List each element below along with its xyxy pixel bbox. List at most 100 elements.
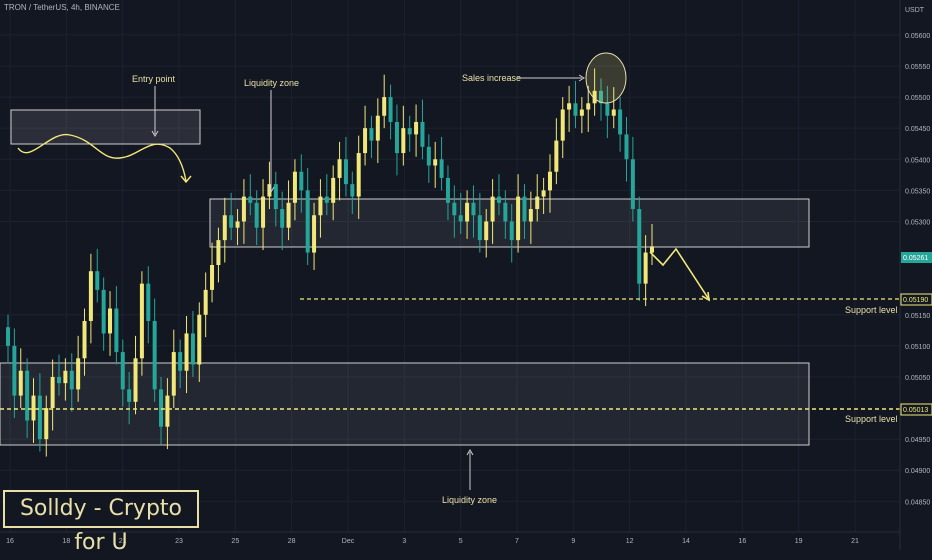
chart-grid: [0, 0, 900, 532]
liquidity-arrowhead-bottom: [466, 449, 474, 456]
candle-body: [605, 103, 610, 116]
x-tick-label: 23: [175, 538, 183, 545]
entry-arrowhead: [151, 130, 159, 137]
projection-arrowhead: [701, 291, 710, 302]
y-tick-label: 0.05500: [905, 95, 930, 102]
candle-body: [477, 215, 482, 241]
candle-body: [114, 308, 119, 353]
brand-badge: Solldy - Crypto for U: [3, 490, 199, 555]
y-tick-label: 0.05450: [905, 126, 930, 133]
y-tick-label: 0.04900: [905, 468, 930, 475]
candle-body: [18, 370, 23, 396]
candle-body: [312, 215, 317, 253]
candle-body: [420, 121, 425, 147]
candle-body: [490, 196, 495, 222]
candle-body: [598, 90, 603, 104]
candle-body: [586, 103, 591, 110]
y-tick-label: 0.04850: [905, 499, 930, 506]
y-tick-label: 0.05600: [905, 33, 930, 40]
entry-wave: [17, 133, 187, 182]
candle-body: [407, 128, 412, 135]
candle-body: [31, 395, 36, 421]
liquidity-zone-label-top: Liquidity zone: [244, 78, 299, 88]
x-tick-label: 16: [738, 538, 746, 545]
candle-body: [120, 352, 125, 390]
entry-point-label: Entry point: [132, 74, 176, 84]
candle-body: [108, 308, 113, 334]
x-tick-label: 16: [6, 538, 14, 545]
candle-body: [465, 202, 470, 222]
candle-body: [190, 333, 195, 365]
x-tick-label: 28: [288, 538, 296, 545]
x-tick-label: 12: [626, 538, 634, 545]
candle-body: [152, 320, 157, 390]
candle-body: [197, 314, 202, 365]
candle-body: [637, 209, 642, 284]
candle-body: [210, 265, 215, 290]
support-price-tag-1: 0.05190: [903, 297, 928, 304]
candle-body: [299, 171, 304, 191]
candle-body: [592, 90, 597, 104]
candle-body: [292, 171, 297, 203]
y-tick-label: 0.05050: [905, 375, 930, 382]
candle-body: [458, 215, 463, 222]
candle-body: [57, 376, 62, 384]
liquidity-zone-label-bottom: Liquidity zone: [442, 495, 497, 505]
y-tick-label: 0.05400: [905, 157, 930, 164]
x-tick-label: 14: [682, 538, 690, 545]
x-tick-label: 21: [851, 538, 859, 545]
candle-body: [216, 240, 221, 265]
candle-body: [433, 159, 438, 166]
currency-label: USDT: [905, 7, 925, 14]
candle-body: [324, 196, 329, 203]
candle-body: [401, 128, 406, 154]
candle-body: [280, 209, 285, 228]
candle-body: [388, 97, 393, 122]
projection-path: [649, 247, 709, 299]
candle-body: [222, 215, 227, 241]
candle-body: [203, 289, 208, 315]
candle-body: [343, 159, 348, 185]
candle-body: [382, 97, 387, 116]
candle-body: [267, 184, 272, 197]
candle-body: [650, 246, 654, 253]
y-tick-label: 0.05300: [905, 219, 930, 226]
candle-body: [363, 128, 368, 154]
y-tick-label: 0.05100: [905, 344, 930, 351]
support-level-label-2: Support level: [845, 414, 898, 424]
entry-wave-arrowhead: [180, 175, 192, 184]
candle-body: [235, 221, 240, 228]
candle-body: [618, 109, 623, 135]
candle-body: [541, 190, 546, 197]
candle-body: [414, 121, 419, 135]
y-tick-label: 0.05550: [905, 64, 930, 71]
candle-body: [95, 271, 100, 290]
candle-body: [88, 271, 93, 321]
candle-body: [496, 196, 501, 203]
sales-increase-label: Sales increase: [462, 73, 521, 83]
x-tick-label: Dec: [342, 538, 355, 545]
candle-body: [528, 209, 533, 222]
candle-body: [579, 109, 584, 116]
symbol-title: TRON / TetherUS, 4h, BINANCE: [4, 3, 120, 12]
candle-body: [171, 352, 176, 396]
liquidity-arrowhead-top: [267, 186, 275, 193]
candle-body: [146, 283, 151, 321]
candle-body: [273, 184, 278, 210]
x-tick-label: 7: [515, 538, 519, 545]
y-tick-label: 0.05350: [905, 188, 930, 195]
candle-body: [37, 395, 42, 440]
candle-body: [44, 408, 49, 440]
candle-body: [229, 215, 234, 228]
candle-body: [50, 376, 55, 409]
time-axis-ticks: 16 18 21 23 25 28 Dec 3 5 7 9 12 14 16 19 21: [6, 538, 859, 545]
candle-body: [522, 196, 527, 222]
candle-body: [337, 159, 342, 178]
candle-body: [261, 196, 266, 228]
candle-body: [184, 333, 189, 371]
candle-body: [139, 283, 144, 359]
candle-body: [471, 202, 476, 216]
y-tick-label: 0.05150: [905, 313, 930, 320]
price-axis-ticks: 0.05600 0.05550 0.05500 0.05450 0.05400 0.053…: [905, 33, 930, 506]
